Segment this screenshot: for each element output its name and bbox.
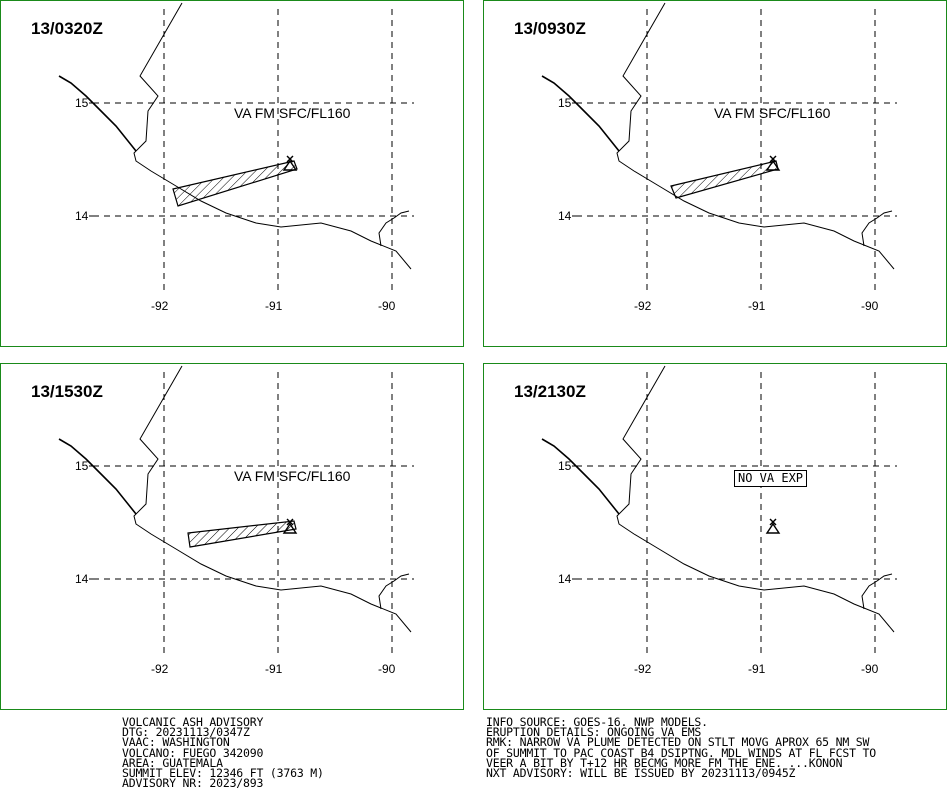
map-panel-3: 13/1530Z VA FM SFC/FL160 15 14 -92 -91 -… <box>0 363 464 710</box>
lat-label-15: 15 <box>558 96 572 110</box>
panel-time: 13/2130Z <box>514 382 586 401</box>
lon-label-91: -91 <box>748 662 766 676</box>
advisory-info-right: INFO SOURCE: GOES-16. NWP MODELS. ERUPTI… <box>486 715 876 781</box>
advisory-line: RMK: NARROW VA PLUME DETECTED ON STLT MO… <box>486 735 870 750</box>
ash-plume-area <box>187 520 297 548</box>
volcano-triangle <box>765 522 781 534</box>
ash-plume-area <box>172 160 298 207</box>
va-layer-label: VA FM SFC/FL160 <box>714 105 831 121</box>
coast-line-west <box>58 438 137 515</box>
volcano-triangle <box>765 159 781 171</box>
advisory-line: VOLCANIC ASH ADVISORY <box>122 715 264 729</box>
advisory-info-left: VOLCANIC ASH ADVISORY DTG: 20231113/0347… <box>122 715 324 791</box>
map-panel-2: 13/0930Z VA FM SFC/FL160 15 14 -92 -91 -… <box>483 0 947 347</box>
panel-time: 13/1530Z <box>31 382 103 401</box>
coast-line <box>616 365 895 633</box>
volcano-triangle <box>282 159 298 171</box>
ash-plume <box>187 520 297 548</box>
map-panel-1: 13/0320Z VA FM SFC/FL160 15 14 -92 -91 -… <box>0 0 464 347</box>
va-layer-label: VA FM SFC/FL160 <box>234 105 351 121</box>
lat-label-15: 15 <box>75 459 89 473</box>
volcano-mark <box>769 155 777 163</box>
coast-line <box>133 365 412 633</box>
map-svg <box>541 365 897 656</box>
coast-line-east <box>861 573 893 610</box>
va-layer-label: VA FM SFC/FL160 <box>234 468 351 484</box>
lon-label-90: -90 <box>378 299 396 313</box>
advisory-line: NXT ADVISORY: WILL BE ISSUED BY 20231113… <box>486 766 796 781</box>
grid-lines <box>89 9 414 293</box>
volcano-icon <box>282 518 298 534</box>
advisory-line: ERUPTION DETAILS: ONGOING VA EMS <box>486 725 702 740</box>
coast-line <box>133 2 412 270</box>
volcano-mark <box>769 518 777 526</box>
map-svg <box>541 2 897 293</box>
grid-lines <box>572 372 897 656</box>
lon-label-90: -90 <box>861 299 879 313</box>
lon-label-90: -90 <box>861 662 879 676</box>
advisory-line: DTG: 20231113/0347Z <box>122 725 250 740</box>
coastline <box>541 2 895 270</box>
coast-line-west <box>541 438 620 515</box>
grid-lines <box>572 9 897 293</box>
lon-label-91: -91 <box>265 299 283 313</box>
lon-label-92: -92 <box>151 662 169 676</box>
volcano-triangle <box>282 522 298 534</box>
coast-line-east <box>378 210 410 247</box>
ash-plume <box>670 160 779 199</box>
advisory-line: AREA: GUATEMALA <box>122 755 223 770</box>
volcano-icon <box>282 155 298 171</box>
panel-time: 13/0320Z <box>31 19 103 38</box>
lon-label-92: -92 <box>151 299 169 313</box>
lat-label-14: 14 <box>558 572 572 586</box>
lat-label-15: 15 <box>558 459 572 473</box>
lon-label-91: -91 <box>265 662 283 676</box>
coast-line-west <box>58 75 137 152</box>
volcano-icon <box>765 155 781 171</box>
coast-line-west <box>541 75 620 152</box>
lat-label-14: 14 <box>558 209 572 223</box>
coast-line-east <box>378 573 410 610</box>
ash-plume <box>172 160 298 207</box>
coastline <box>58 2 412 270</box>
panel-time: 13/0930Z <box>514 19 586 38</box>
coast-line-east <box>861 210 893 247</box>
advisory-line: INFO SOURCE: GOES-16. NWP MODELS. <box>486 715 708 729</box>
advisory-line: OF SUMMIT TO PAC COAST B4 DSIPTNG. MDL W… <box>486 745 876 760</box>
lat-label-14: 14 <box>75 572 89 586</box>
advisory-line: VOLCANO: FUEGO 342090 <box>122 745 264 760</box>
map-svg <box>58 365 414 656</box>
volcano-icon <box>765 518 781 534</box>
lon-label-92: -92 <box>634 662 652 676</box>
advisory-line: SUMMIT ELEV: 12346 FT (3763 M) <box>122 766 324 781</box>
lat-label-14: 14 <box>75 209 89 223</box>
coastline <box>58 365 412 633</box>
lon-label-92: -92 <box>634 299 652 313</box>
advisory-line: ADVISORY NR: 2023/893 <box>122 776 264 791</box>
advisory-line: VEER A BIT BY T+12 HR BECMG MORE FM THE … <box>486 755 843 770</box>
coast-line <box>616 2 895 270</box>
ash-plume-area <box>670 160 779 199</box>
coastline <box>541 365 895 633</box>
no-va-expected-box: NO VA EXP <box>734 470 808 487</box>
lon-label-91: -91 <box>748 299 766 313</box>
map-panel-4: 13/2130Z NO VA EXP 15 14 -92 -91 -90 <box>483 363 947 710</box>
lon-label-90: -90 <box>378 662 396 676</box>
map-svg <box>58 2 414 293</box>
volcano-mark <box>286 518 294 526</box>
grid-lines <box>89 372 414 656</box>
lat-label-15: 15 <box>75 96 89 110</box>
volcano-mark <box>286 155 294 163</box>
advisory-line: VAAC: WASHINGTON <box>122 735 230 750</box>
